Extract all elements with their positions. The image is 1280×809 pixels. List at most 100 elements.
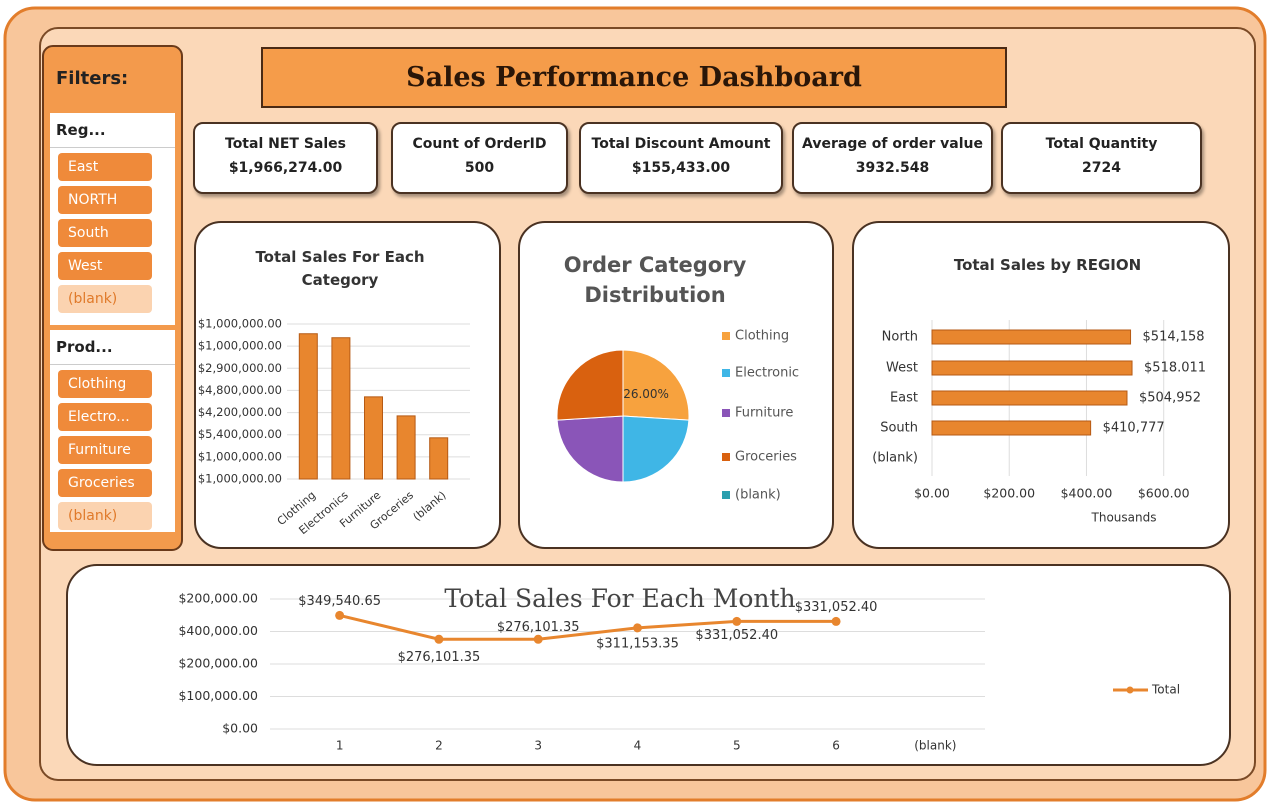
slicer: Reg... East NORTH South West (blank) xyxy=(50,113,175,325)
y-tick-label: $1,000,000.00 xyxy=(198,449,282,463)
y-tick-label: West xyxy=(886,361,918,376)
legend-label: Total xyxy=(1151,683,1180,697)
kpi-card: Total Quantity 2724 xyxy=(1001,122,1202,194)
kpi-label: Total Quantity xyxy=(1045,136,1158,152)
axis-label: Thousands xyxy=(1091,511,1157,525)
x-tick-label: 2 xyxy=(435,739,443,753)
point xyxy=(633,623,642,633)
bar xyxy=(298,333,318,480)
panel xyxy=(852,221,1230,549)
x-tick-label: 3 xyxy=(534,739,542,753)
line xyxy=(339,613,837,641)
kpi-label: Average of order value xyxy=(802,136,983,152)
data-label: $410,777 xyxy=(1103,421,1165,436)
y-tick-label: $4,200,000.00 xyxy=(198,405,282,419)
chart-title: Total Sales For Each Month xyxy=(444,584,796,613)
point xyxy=(335,610,345,620)
bar xyxy=(429,437,449,480)
bar xyxy=(396,415,416,480)
data-label: $276,101.35 xyxy=(497,620,580,635)
legend-swatch xyxy=(722,491,730,499)
pie-slice xyxy=(622,349,690,421)
legend-label: Furniture xyxy=(735,406,793,421)
slicer-item[interactable]: South xyxy=(58,219,152,247)
kpi-value: $155,433.00 xyxy=(631,160,731,176)
legend-label: (blank) xyxy=(735,488,781,503)
slicer-item[interactable]: West xyxy=(58,252,152,280)
kpi-label: Count of OrderID xyxy=(412,136,547,152)
point xyxy=(533,634,543,644)
kpi-card: Total Discount Amount $155,433.00 xyxy=(579,122,783,194)
kpi-card: Average of order value 3932.548 xyxy=(792,122,993,194)
chart-title: Order Category Distribution xyxy=(563,253,747,307)
data-label: $331,052.40 xyxy=(795,600,878,615)
x-tick-label: 5 xyxy=(733,739,741,753)
slicer-item[interactable]: NORTH xyxy=(58,186,152,214)
legend-swatch xyxy=(722,332,730,340)
x-tick-label: $200.00 xyxy=(983,486,1035,501)
x-tick-label: 1 xyxy=(336,739,344,753)
bar xyxy=(931,360,1133,376)
panel xyxy=(66,564,1231,766)
y-tick-label: (blank) xyxy=(872,451,918,466)
point xyxy=(831,616,841,626)
x-tick-label: 6 xyxy=(832,739,840,753)
chart-title: Total Sales by REGION xyxy=(953,256,1142,274)
y-tick-label: East xyxy=(890,391,918,406)
x-tick-label: (blank) xyxy=(914,739,956,753)
x-tick-label: $0.00 xyxy=(914,486,950,501)
data-label: $349,540.65 xyxy=(298,594,381,609)
x-tick-label: $400.00 xyxy=(1061,486,1113,501)
title-banner xyxy=(261,47,1007,108)
y-tick-label: $200,000.00 xyxy=(178,591,258,606)
data-label: $504,952 xyxy=(1139,391,1201,406)
kpi-value: 2724 xyxy=(1082,160,1121,176)
bar xyxy=(364,396,383,480)
point xyxy=(732,616,742,626)
y-tick-label: $4,800,000.00 xyxy=(198,383,282,397)
slicer-item[interactable]: Electro... xyxy=(58,403,152,431)
legend-label: Electronic xyxy=(735,366,799,381)
slicer-item[interactable]: (blank) xyxy=(58,502,152,530)
pie-slice xyxy=(622,415,690,483)
slicer-item[interactable]: Clothing xyxy=(58,370,152,398)
data-label: 26.00% xyxy=(623,387,669,401)
data-label: $518.011 xyxy=(1144,361,1206,376)
y-tick-label: South xyxy=(880,421,918,436)
data-label: $331,052.40 xyxy=(695,628,778,643)
kpi-label: Total NET Sales xyxy=(225,136,346,152)
y-tick-label: $400,000.00 xyxy=(178,623,258,638)
y-tick-label: North xyxy=(882,330,918,345)
y-tick-label: $1,000,000.00 xyxy=(198,317,282,331)
filters-title: Filters: xyxy=(56,68,129,89)
x-tick-label: 4 xyxy=(634,739,642,753)
x-tick-label: $600.00 xyxy=(1138,486,1190,501)
slicer-item[interactable]: East xyxy=(58,153,152,181)
pie-slice xyxy=(556,349,624,421)
legend-swatch xyxy=(722,369,730,377)
slicer-item[interactable]: Furniture xyxy=(58,436,152,464)
data-label: $514,158 xyxy=(1143,330,1205,345)
y-tick-label: $1,000,000.00 xyxy=(198,472,282,486)
legend-swatch xyxy=(722,409,730,417)
legend-marker xyxy=(1126,686,1134,694)
pie-slice xyxy=(556,415,624,483)
slicer-item[interactable]: Groceries xyxy=(58,469,152,497)
y-tick-label: $5,400,000.00 xyxy=(198,427,282,441)
slicer-title: Reg... xyxy=(50,113,175,148)
bar xyxy=(931,390,1128,406)
kpi-value: 500 xyxy=(464,160,495,176)
legend-swatch xyxy=(722,453,730,461)
kpi-value: $1,966,274.00 xyxy=(228,160,343,176)
slicer-title: Prod... xyxy=(50,330,175,365)
kpi-value: 3932.548 xyxy=(855,160,930,176)
y-tick-label: $200,000.00 xyxy=(178,656,258,671)
chart-title: Total Sales For Each Category xyxy=(255,248,425,289)
bar xyxy=(931,329,1132,345)
slicer-item[interactable]: (blank) xyxy=(58,285,152,313)
kpi-card: Total NET Sales $1,966,274.00 xyxy=(193,122,378,194)
slicer: Prod... Clothing Electro... Furniture Grocer… xyxy=(50,330,175,532)
kpi-card: Count of OrderID 500 xyxy=(391,122,568,194)
